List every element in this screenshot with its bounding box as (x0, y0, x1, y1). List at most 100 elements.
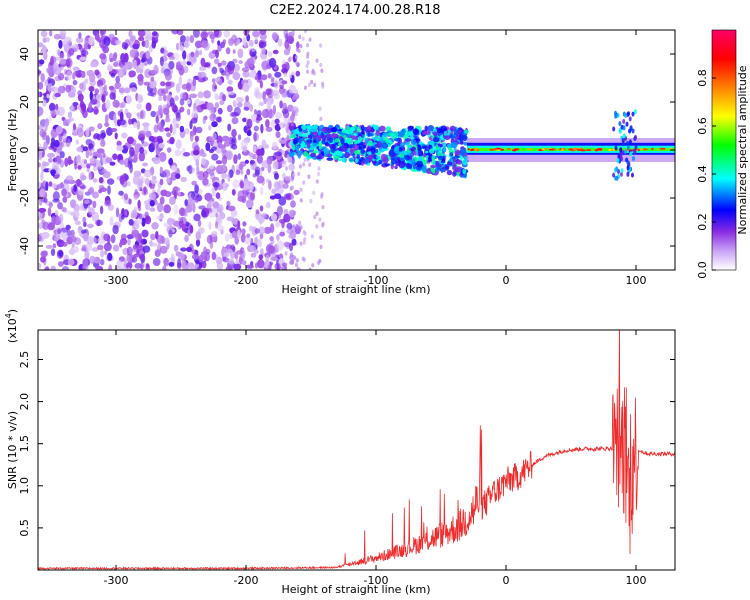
noise-blob (129, 49, 136, 58)
noise-blob (109, 92, 115, 100)
noise-blob (164, 118, 171, 123)
noise-blob (243, 106, 250, 111)
signal-blob (353, 144, 359, 151)
signal-blob (429, 148, 435, 154)
noise-fringe (291, 96, 295, 101)
noise-blob (250, 252, 257, 258)
noise-blob (98, 177, 104, 184)
figure-title: C2E2.2024.174.00.28.R18 (269, 3, 440, 18)
signal-blob (459, 139, 464, 145)
noise-blob (141, 217, 146, 227)
noise-blob (198, 128, 202, 133)
noise-blob (49, 102, 56, 112)
noise-blob (103, 36, 111, 47)
spectrogram-x-ticks: -300 -200 -100 0 100 (104, 30, 647, 287)
noise-fringe (285, 176, 289, 181)
noise-blob (190, 117, 198, 124)
burst-blob (631, 128, 635, 134)
noise-blob (127, 237, 131, 246)
noise-blob (42, 99, 47, 107)
noise-blob (50, 248, 56, 256)
noise-blob (249, 104, 254, 112)
noise-blob (201, 40, 209, 48)
burst-blob (628, 139, 632, 145)
noise-blob (50, 265, 56, 270)
burst-blob (617, 154, 621, 160)
noise-blob (143, 200, 150, 205)
noise-fringe (295, 89, 299, 95)
burst-blob (626, 145, 630, 150)
noise-fringe (285, 166, 288, 171)
noise-blob (253, 125, 259, 132)
signal-blob (387, 139, 392, 144)
noise-fringe (295, 47, 299, 52)
spectrogram-y-ticks: -40 -20 0 20 40 (18, 47, 675, 255)
noise-blob (224, 233, 230, 242)
noise-blob (158, 152, 167, 162)
noise-blob (215, 221, 218, 229)
noise-blob (211, 231, 218, 237)
noise-blob (152, 157, 161, 165)
noise-blob (238, 164, 243, 171)
noise-blob (39, 188, 46, 198)
noise-blob (160, 88, 169, 95)
noise-blob (141, 57, 145, 63)
noise-blob (70, 247, 75, 256)
noise-fringe (292, 172, 296, 178)
noise-blob (53, 139, 60, 148)
spectrogram-x-tick-label: -200 (234, 274, 259, 287)
noise-blob (131, 229, 140, 238)
noise-blob (254, 36, 258, 44)
signal-blob (366, 147, 371, 152)
noise-blob (186, 82, 192, 92)
noise-blob (52, 191, 60, 202)
band-hot (471, 148, 475, 151)
noise-blob (138, 254, 144, 260)
noise-blob (227, 91, 235, 96)
noise-fringe (311, 68, 315, 74)
noise-blob (215, 192, 221, 200)
noise-blob (260, 74, 268, 81)
noise-blob (92, 178, 98, 183)
noise-blob (40, 256, 46, 263)
noise-blob (175, 112, 181, 122)
noise-blob (290, 114, 295, 122)
noise-fringe (318, 106, 322, 111)
noise-blob (48, 202, 53, 208)
noise-blob (211, 78, 216, 83)
band-hot (651, 147, 654, 150)
signal-blob (357, 136, 363, 142)
noise-blob (255, 209, 260, 215)
burst-blob (618, 121, 622, 127)
spectrogram-y-tick-label: 0 (18, 147, 31, 154)
noise-blob (42, 162, 50, 167)
noise-blob (190, 51, 195, 58)
noise-blob (88, 150, 93, 157)
noise-fringe (292, 210, 296, 215)
noise-blob (126, 261, 133, 270)
colorbar-frame (711, 29, 737, 271)
noise-blob (244, 159, 249, 164)
noise-blob (155, 146, 160, 156)
noise-blob (212, 132, 217, 142)
noise-blob (89, 99, 98, 105)
noise-blob (182, 50, 187, 60)
noise-blob (73, 184, 77, 193)
noise-blob (231, 117, 239, 125)
signal-blob (317, 134, 322, 140)
signal-blob (341, 145, 348, 152)
signal-blob (394, 138, 401, 142)
noise-blob (182, 60, 187, 66)
noise-blob (84, 36, 89, 46)
burst-blob (618, 128, 622, 134)
noise-blob (143, 169, 152, 178)
noise-blob (105, 100, 111, 110)
signal-blob (375, 155, 381, 159)
noise-blob (259, 41, 267, 49)
noise-blob (119, 241, 123, 248)
noise-blob (106, 127, 113, 136)
noise-blob (79, 82, 84, 90)
noise-blob (64, 157, 69, 167)
burst-blob (624, 149, 628, 154)
noise-blob (175, 42, 180, 51)
